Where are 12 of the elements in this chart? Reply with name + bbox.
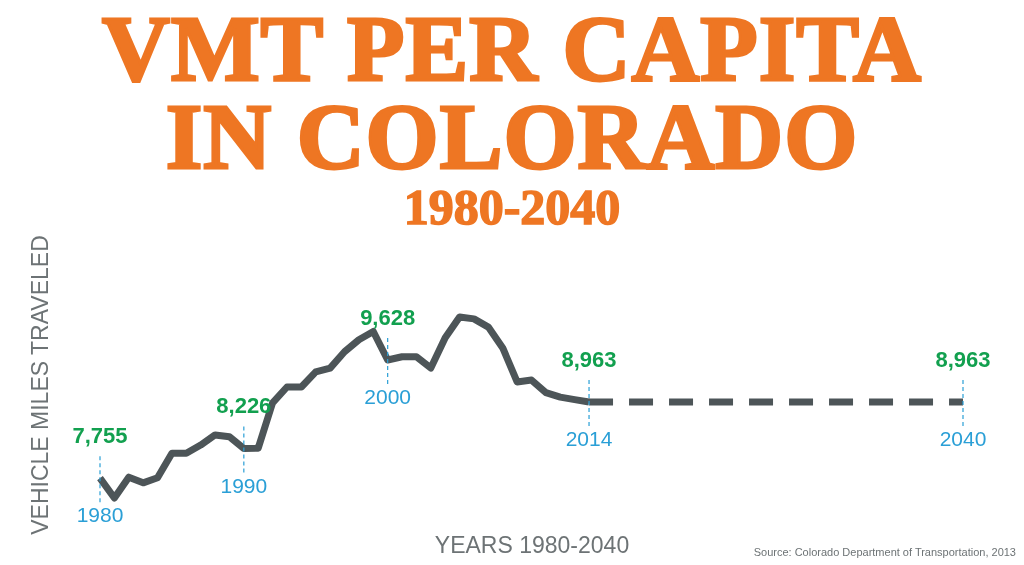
x-tick-label: 1980 <box>76 503 124 527</box>
data-label: 7,755 <box>72 423 128 449</box>
y-axis-title: VEHICLE MILES TRAVELED <box>26 235 54 535</box>
x-tick-label: 2014 <box>565 427 613 451</box>
data-label: 8,963 <box>935 347 991 373</box>
x-tick-label: 1990 <box>220 473 268 497</box>
data-label: 8,963 <box>561 347 617 373</box>
data-label: 9,628 <box>360 305 416 331</box>
source-note: Source: Colorado Department of Transportation, 2013 <box>753 546 1016 558</box>
x-tick-label: 2040 <box>939 427 987 451</box>
x-axis-title: YEARS 1980-2040 <box>434 532 630 559</box>
x-tick-label: 2000 <box>364 385 412 409</box>
